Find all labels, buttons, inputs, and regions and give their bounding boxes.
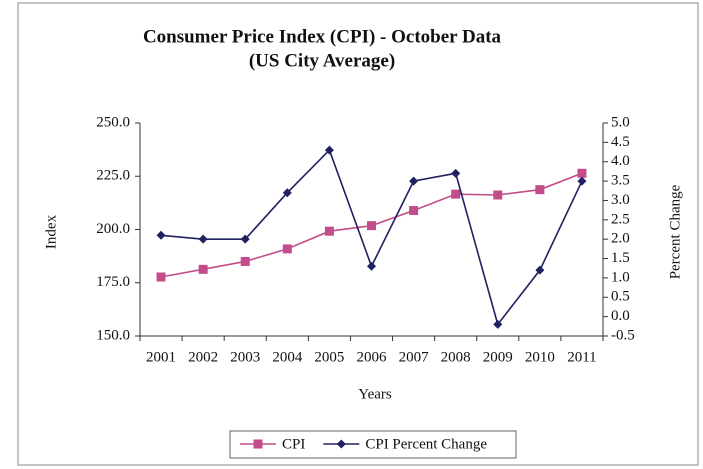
data-point: [409, 206, 419, 216]
y2-tick-label: 4.5: [611, 134, 630, 150]
data-point: [282, 244, 292, 254]
y-tick-label: 200.0: [96, 221, 130, 237]
data-point: [156, 230, 166, 240]
chart-subtitle: (US City Average): [249, 50, 395, 71]
x-tick-label: 2010: [525, 349, 555, 365]
chart-title: Consumer Price Index (CPI) - October Dat…: [143, 26, 502, 47]
legend-marker: [336, 439, 346, 449]
data-point: [493, 319, 503, 329]
x-tick-label: 2004: [272, 349, 303, 365]
y2-tick-label: 4.0: [611, 153, 630, 169]
data-point: [409, 176, 419, 186]
y-tick-label: 175.0: [96, 274, 130, 290]
y2-tick-label: 2.0: [611, 231, 630, 247]
y-tick-label: 150.0: [96, 327, 130, 343]
data-point: [493, 190, 503, 200]
legend-box: [229, 430, 517, 459]
data-point: [367, 261, 376, 271]
x-tick-label: 2001: [146, 349, 176, 365]
x-tick-label: 2002: [188, 349, 218, 365]
data-point: [198, 234, 208, 244]
y2-tick-label: 0.0: [611, 308, 630, 324]
data-point: [451, 189, 461, 199]
y2-tick-label: 1.0: [611, 269, 630, 285]
y2-tick-label: 0.5: [611, 289, 630, 305]
y2-axis-label: Percent Change: [667, 184, 683, 279]
y-tick-label: 225.0: [96, 168, 130, 184]
chart-frame: [17, 2, 699, 466]
y-tick-label: 250.0: [96, 114, 130, 130]
y2-tick-label: 1.5: [611, 250, 630, 266]
data-point: [324, 226, 334, 236]
y2-tick-label: 3.5: [611, 173, 630, 189]
data-point: [240, 234, 250, 244]
x-tick-label: 2008: [441, 349, 471, 365]
y2-tick-label: -0.5: [611, 327, 635, 343]
data-point: [240, 256, 250, 266]
x-tick-label: 2011: [567, 349, 596, 365]
x-tick-label: 2007: [399, 349, 430, 365]
data-point: [156, 272, 166, 282]
legend-marker: [253, 439, 263, 449]
data-point: [535, 185, 545, 195]
legend-label: CPI: [282, 436, 305, 452]
data-point: [577, 168, 587, 178]
data-point: [198, 264, 208, 274]
x-tick-label: 2003: [230, 349, 260, 365]
data-point: [282, 188, 292, 198]
data-point: [367, 221, 376, 231]
data-point: [577, 176, 587, 186]
data-point: [535, 265, 545, 275]
x-tick-label: 2009: [483, 349, 513, 365]
y2-tick-label: 2.5: [611, 211, 630, 227]
x-tick-label: 2005: [314, 349, 344, 365]
data-point: [324, 145, 334, 155]
x-axis-label: Years: [358, 386, 392, 402]
y-axis-label: Index: [43, 214, 59, 249]
y2-tick-label: 5.0: [611, 114, 630, 130]
data-point: [451, 168, 461, 178]
x-tick-label: 2006: [357, 349, 388, 365]
y2-tick-label: 3.0: [611, 192, 630, 208]
legend-label: CPI Percent Change: [365, 436, 487, 452]
